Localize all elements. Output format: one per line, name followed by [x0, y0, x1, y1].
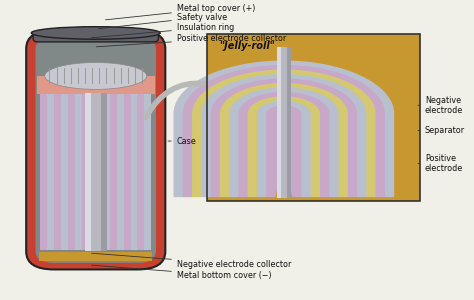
Bar	[117, 94, 124, 250]
Text: Metal bottom cover (−): Metal bottom cover (−)	[91, 265, 272, 280]
Bar	[85, 93, 107, 251]
Bar	[75, 94, 82, 250]
Bar	[61, 94, 68, 250]
Bar	[89, 94, 96, 250]
Text: Metal top cover (+): Metal top cover (+)	[106, 4, 255, 20]
Bar	[137, 94, 145, 250]
Polygon shape	[210, 78, 357, 197]
Bar	[287, 47, 291, 198]
Bar	[277, 47, 291, 198]
Text: Separator: Separator	[418, 126, 465, 135]
FancyBboxPatch shape	[36, 37, 156, 263]
Polygon shape	[238, 92, 329, 197]
Bar	[85, 93, 91, 251]
Text: Negative
electrode: Negative electrode	[418, 95, 463, 115]
Text: Positive
electrode: Positive electrode	[418, 154, 463, 173]
Polygon shape	[201, 74, 366, 197]
Bar	[109, 94, 117, 250]
Text: Case: Case	[168, 136, 197, 146]
Bar	[39, 252, 152, 261]
Bar	[37, 76, 155, 94]
Text: Negative electrode collector: Negative electrode collector	[91, 253, 292, 268]
Bar	[207, 34, 420, 201]
Bar	[207, 34, 420, 201]
Text: Safety valve: Safety valve	[99, 13, 227, 29]
Ellipse shape	[31, 27, 160, 39]
Polygon shape	[229, 87, 338, 197]
Bar	[124, 94, 130, 250]
Bar	[101, 93, 107, 251]
Polygon shape	[183, 65, 385, 197]
Polygon shape	[173, 61, 394, 197]
Bar	[103, 94, 109, 250]
Bar	[40, 94, 47, 250]
Polygon shape	[220, 83, 348, 197]
FancyArrowPatch shape	[146, 83, 204, 118]
Bar	[68, 94, 75, 250]
Text: "Jelly-roll": "Jelly-roll"	[219, 41, 274, 51]
Bar	[96, 94, 103, 250]
Bar	[54, 94, 61, 250]
FancyBboxPatch shape	[33, 33, 158, 42]
Polygon shape	[257, 101, 311, 197]
Polygon shape	[192, 70, 376, 197]
Ellipse shape	[45, 62, 147, 89]
Text: Positive electrode collector: Positive electrode collector	[96, 34, 286, 47]
Text: Insulation ring: Insulation ring	[91, 23, 234, 38]
Polygon shape	[266, 105, 301, 197]
Bar	[130, 94, 137, 250]
Polygon shape	[248, 96, 320, 197]
Bar	[145, 94, 151, 250]
FancyBboxPatch shape	[26, 31, 165, 269]
Bar	[207, 34, 420, 201]
Bar	[277, 47, 282, 198]
Bar	[47, 94, 54, 250]
Bar	[82, 94, 89, 250]
